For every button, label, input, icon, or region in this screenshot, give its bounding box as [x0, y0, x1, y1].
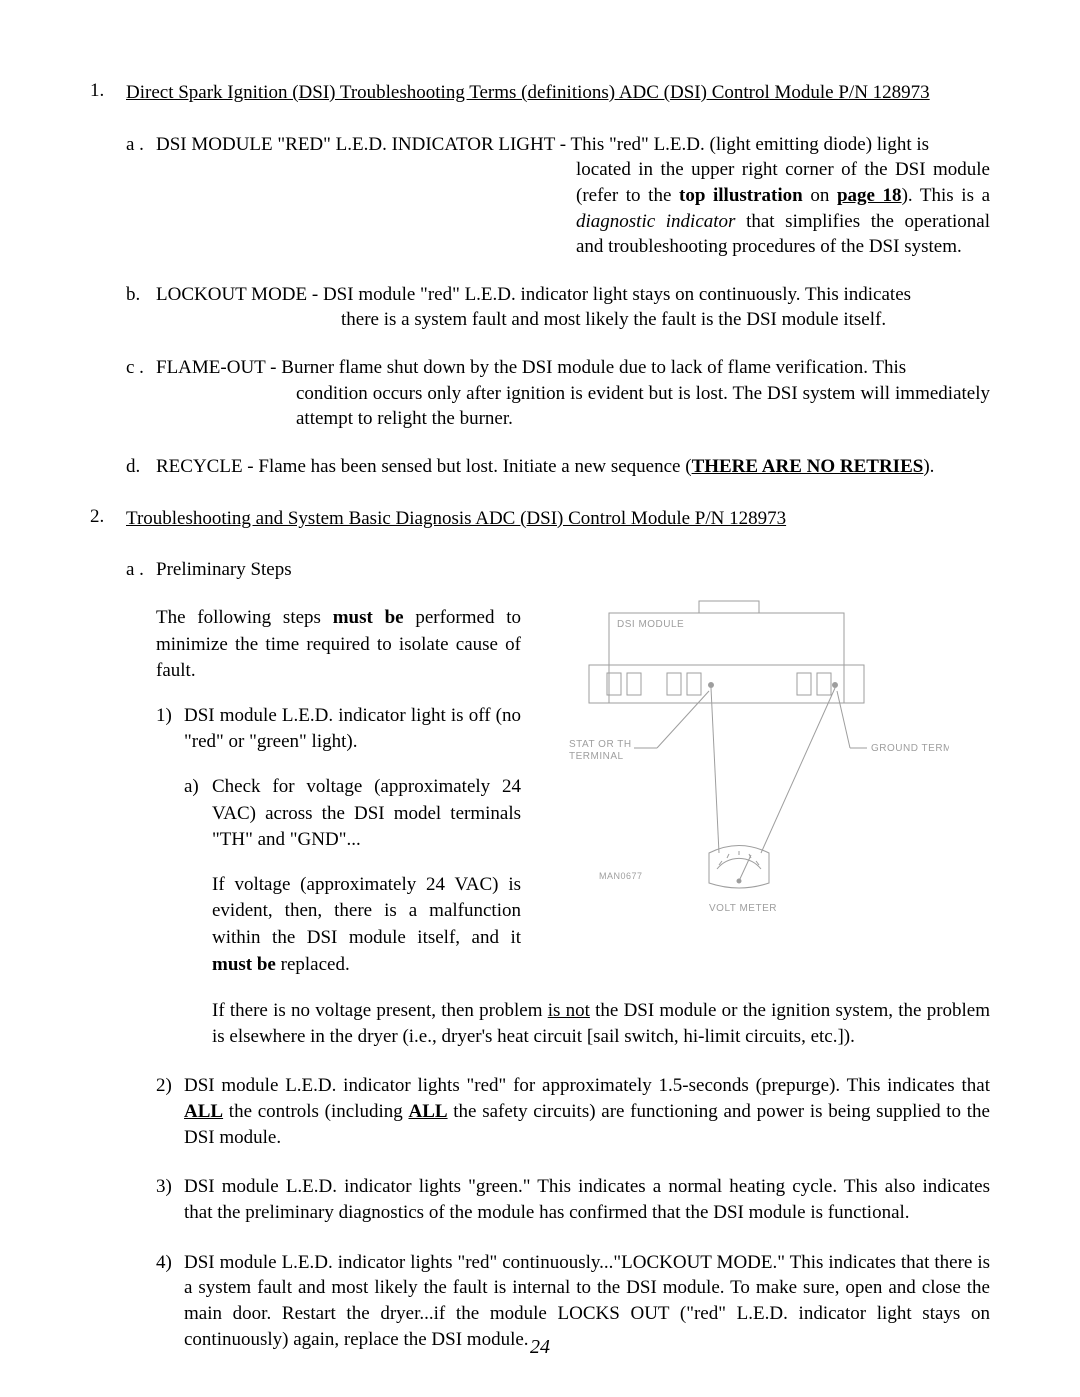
diagram-label-ground: GROUND TERMINAL	[871, 743, 949, 754]
section-2: 2. Troubleshooting and System Basic Diag…	[90, 506, 990, 532]
item-2a: a . Preliminary Steps The following step…	[90, 557, 990, 1352]
italic-diagnostic: diagnostic indicator	[576, 211, 735, 232]
item-1b-letter: b.	[126, 282, 156, 308]
bold-no-retries: THERE ARE NO RETRIES	[692, 456, 924, 477]
section-2-number: 2.	[90, 506, 126, 532]
left-text-column: The following steps must be performed to…	[156, 593, 521, 978]
section-1-title: Direct Spark Ignition (DSI) Troubleshoot…	[126, 80, 990, 106]
page-18-ref: page 18	[837, 185, 902, 206]
section-1-number: 1.	[90, 80, 126, 106]
item-1b: b. LOCKOUT MODE - DSI module "red" L.E.D…	[90, 282, 990, 333]
item-2a-title: Preliminary Steps	[156, 557, 990, 583]
item-1c-letter: c .	[126, 355, 156, 381]
page-number: 24	[0, 1336, 1080, 1359]
item-1b-wrapped: there is a system fault and most likely …	[341, 307, 990, 333]
section-2-title: Troubleshooting and System Basic Diagnos…	[126, 506, 990, 532]
page-container: 1. Direct Spark Ignition (DSI) Troublesh…	[0, 0, 1080, 1397]
item-1c-lead: FLAME-OUT -	[156, 357, 277, 378]
diagram-label-dsi: DSI MODULE	[617, 619, 684, 630]
diagram-label-stat1: STAT OR TH	[569, 739, 632, 750]
step-3: 3) DSI module L.E.D. indicator lights "g…	[156, 1174, 990, 1225]
step-1a-p3: If there is no voltage present, then pro…	[212, 998, 990, 1049]
bold-top-illustration: top illustration	[679, 185, 803, 206]
item-1a-body-start: This "red" L.E.D. (light emitting diode)…	[571, 134, 930, 155]
item-1c: c . FLAME-OUT - Burner flame shut down b…	[90, 355, 990, 432]
item-1a-wrapped: located in the upper right corner of the…	[576, 157, 990, 260]
item-1d-lead: RECYCLE -	[156, 456, 254, 477]
two-column-section: The following steps must be performed to…	[156, 593, 990, 978]
item-1d: d. RECYCLE - Flame has been sensed but l…	[90, 454, 990, 480]
section-1: 1. Direct Spark Ignition (DSI) Troublesh…	[90, 80, 990, 106]
step-1a: a) Check for voltage (approximately 24 V…	[184, 774, 521, 978]
item-1a: a . DSI MODULE "RED" L.E.D. INDICATOR LI…	[90, 132, 990, 260]
step-1: 1) DSI module L.E.D. indicator light is …	[156, 703, 521, 756]
dsi-module-diagram: DSI MODULE STAT OR TH TERMINAL GROUND TE…	[569, 593, 949, 933]
item-1a-letter: a .	[126, 132, 156, 158]
item-1b-lead: LOCKOUT MODE -	[156, 284, 318, 305]
item-1a-lead: DSI MODULE "RED" L.E.D. INDICATOR LIGHT …	[156, 134, 566, 155]
step-2: 2) DSI module L.E.D. indicator lights "r…	[156, 1073, 990, 1150]
diagram-column: DSI MODULE STAT OR TH TERMINAL GROUND TE…	[569, 593, 990, 978]
diagram-label-stat2: TERMINAL	[569, 751, 624, 762]
diagram-label-voltmeter: VOLT METER	[709, 903, 777, 914]
item-1d-letter: d.	[126, 454, 156, 480]
item-1c-wrapped: condition occurs only after ignition is …	[296, 381, 990, 432]
diagram-label-man: MAN0677	[599, 871, 643, 881]
item-2a-letter: a .	[126, 557, 156, 583]
